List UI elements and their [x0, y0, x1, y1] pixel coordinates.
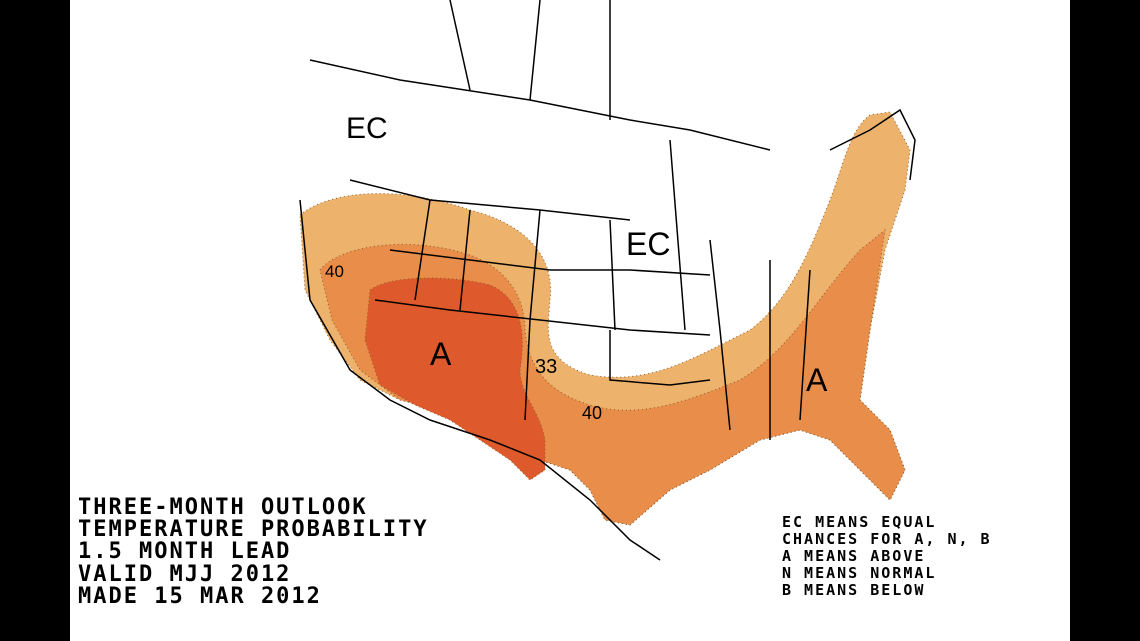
probability-region-50-60: [364, 277, 546, 481]
title-line-3: 1.5 MONTH LEAD: [78, 539, 292, 564]
contour-label-40-south: 40: [582, 403, 603, 423]
legend-line-2: CHANCES FOR A, N, B: [782, 530, 992, 548]
title-line-5: MADE 15 MAR 2012: [78, 584, 322, 609]
ec-label-central: EC: [626, 226, 671, 263]
above-label-southwest: A: [430, 336, 452, 372]
ec-label-northwest: EC: [346, 112, 388, 146]
legend-line-5: B MEANS BELOW: [782, 581, 926, 599]
legend-line-1: EC MEANS EQUAL: [782, 513, 937, 531]
legend-line-3: A MEANS ABOVE: [782, 547, 926, 565]
contour-label-33: 33: [535, 356, 558, 378]
contour-label-40-west: 40: [325, 262, 344, 281]
state-borders: [299, 0, 916, 561]
legend-line-4: N MEANS NORMAL: [782, 564, 937, 582]
title-line-2: TEMPERATURE PROBABILITY: [78, 517, 429, 542]
title-line-1: THREE-MONTH OUTLOOK: [78, 495, 368, 520]
title-line-4: VALID MJJ 2012: [78, 562, 292, 587]
map-svg: [299, 0, 916, 561]
outlook-map: EC EC A A 33 40 40 THREE-MONTH OUTLOOK T…: [70, 0, 1070, 641]
above-label-southeast: A: [806, 362, 828, 398]
